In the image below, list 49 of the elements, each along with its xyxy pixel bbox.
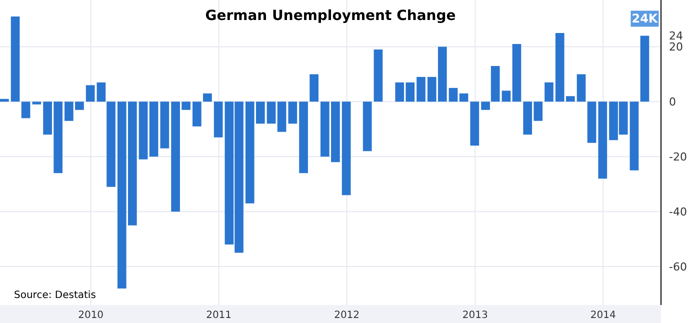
bar [598,102,608,179]
bar [277,102,286,132]
x-tick-label: 2010 [78,310,104,322]
bar [470,102,480,146]
text: German Unemployment Change [205,8,456,24]
bar [21,102,30,118]
bar [0,98,9,102]
bar [266,102,276,124]
bar [342,102,351,196]
bar [288,102,298,124]
bar [448,88,458,102]
bar [544,82,554,102]
bar [149,102,158,157]
x-tick-label: 2011 [206,310,232,322]
x-tick-label: 2012 [334,310,360,322]
x-tick-label: 2013 [462,310,488,322]
bar [214,102,223,138]
y-tick-label: -20 [669,150,687,164]
bar [10,16,20,102]
y-tick-label: -60 [669,260,687,274]
bar [481,102,490,110]
bar [374,49,383,102]
bar [502,90,511,102]
bar [106,102,116,187]
bar [310,74,318,102]
bar [96,82,106,102]
y-tick-label: -40 [669,205,687,218]
x-tick-label: 2014 [590,310,616,322]
bar [640,36,650,102]
y-tick-label: 24 [669,30,683,43]
annotation: Source: Destatis [14,290,96,301]
bar [576,74,586,102]
bar [86,85,95,102]
bar [630,102,639,170]
bar [203,93,212,102]
bar [362,102,372,152]
bar [587,102,596,143]
bar [138,102,148,160]
bar [299,102,308,174]
bar [32,102,42,104]
y-tick-label: 20 [669,40,683,54]
bar [490,66,500,102]
bar [192,102,202,126]
y-tick-label: 0 [669,96,676,109]
bar [416,76,426,102]
bar [512,44,522,102]
data-label: 24K [632,12,658,26]
bar [459,93,468,102]
bar [160,102,170,148]
